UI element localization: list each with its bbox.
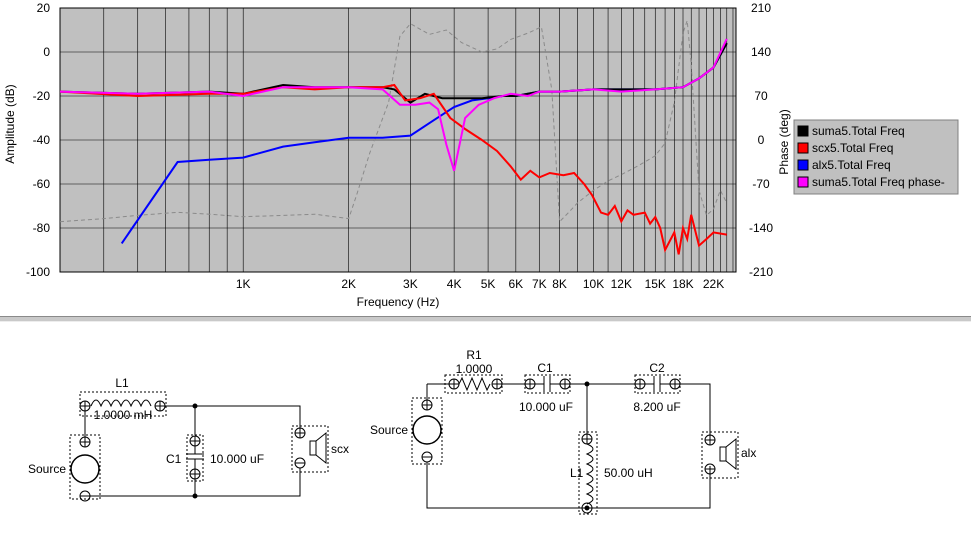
- y2-tick-label: -210: [749, 265, 773, 279]
- inductor-l1-name: L1: [115, 376, 129, 390]
- x-tick-label: 4K: [447, 277, 462, 291]
- capacitor-c2-name: C2: [649, 361, 665, 375]
- legend-swatch-scx5: [797, 142, 809, 154]
- legend-label-alx5: alx5.Total Freq: [812, 158, 891, 172]
- x-tick-label: 18K: [672, 277, 693, 291]
- legend-swatch-suma5: [797, 125, 809, 137]
- series-line-suma5-total-freq-phase-: [59, 38, 728, 172]
- wire: [426, 462, 711, 509]
- legend-swatch-suma5-phase: [797, 176, 809, 188]
- capacitor-c1-right-value: 10.000 uF: [519, 400, 573, 414]
- legend-label-suma5: suma5.Total Freq: [812, 124, 905, 138]
- resistor-r1-name: R1: [466, 348, 482, 362]
- capacitor-c1-left-name: C1: [166, 452, 182, 466]
- data-series: [59, 20, 728, 255]
- inductor-l1[interactable]: [79, 391, 167, 417]
- y2-tick-label: -70: [752, 177, 770, 191]
- y2-tick-label: 210: [751, 1, 771, 15]
- inductor-l1-right-value: 50.00 uH: [604, 466, 653, 480]
- inductor-l1-right[interactable]: [578, 431, 598, 515]
- capacitor-c1-right-name: C1: [537, 361, 553, 375]
- capacitor-c2[interactable]: [634, 374, 681, 394]
- inductor-l1-value: 1.0000 mH: [94, 408, 153, 422]
- capacitor-c1-left-value: 10.000 uF: [210, 452, 264, 466]
- source-left-label: Source: [28, 462, 66, 476]
- y2-tick-label: 140: [751, 45, 771, 59]
- speaker-alx-label: alx: [741, 446, 756, 460]
- y-tick-label: -20: [33, 89, 51, 103]
- junction-dot: [192, 403, 198, 409]
- wire: [675, 383, 711, 435]
- resistor-r1-value: 1.0000: [456, 362, 493, 376]
- x-axis-label: Frequency (Hz): [357, 295, 440, 309]
- legend-label-suma5-phase: suma5.Total Freq phase-: [812, 175, 945, 189]
- axis-ticks: 20 0 -20 -40 -60 -80 -100 210 140 70 0 -70 -140 -210 1…: [26, 1, 773, 291]
- y2-tick-label: -140: [749, 221, 773, 235]
- wire: [160, 405, 301, 428]
- legend-box: [793, 119, 959, 195]
- y-tick-label: 0: [43, 45, 50, 59]
- series-line-phase: [59, 20, 728, 223]
- speaker-scx-label: scx: [331, 442, 349, 456]
- capacitor-c1-left[interactable]: [186, 434, 204, 482]
- legend-label-scx5: scx5.Total Freq: [812, 141, 893, 155]
- x-tick-label: 6K: [508, 277, 523, 291]
- schematic-panel[interactable]: L1 1.0000 mH Source C1 10.000 uF scx: [0, 322, 971, 552]
- series-line-scx5-total-freq: [59, 83, 727, 255]
- source-right-label: Source: [370, 423, 408, 437]
- capacitor-c2-value: 8.200 uF: [633, 400, 680, 414]
- y-tick-label: -80: [33, 221, 51, 235]
- y-axis-label: Amplitude (dB): [3, 84, 17, 163]
- y2-tick-label: 0: [758, 133, 765, 147]
- x-tick-label: 10K: [583, 277, 604, 291]
- junction-dot: [192, 493, 198, 499]
- frequency-response-chart[interactable]: 20 0 -20 -40 -60 -80 -100 210 140 70 0 -70 -140 -210 1…: [0, 0, 971, 316]
- y-tick-label: -60: [33, 177, 51, 191]
- wire: [85, 468, 301, 497]
- x-tick-label: 8K: [552, 277, 567, 291]
- speaker-scx[interactable]: [291, 425, 329, 473]
- x-tick-label: 3K: [403, 277, 418, 291]
- y-tick-label: 20: [37, 1, 51, 15]
- junction-dot: [584, 381, 590, 387]
- inductor-l1-right-name: L1: [570, 466, 584, 480]
- resistor-r1[interactable]: [444, 374, 503, 394]
- x-tick-label: 22K: [703, 277, 724, 291]
- y2-axis-label: Phase (deg): [777, 109, 791, 174]
- y2-tick-label: 70: [754, 89, 768, 103]
- schematic-canvas[interactable]: L1 1.0000 mH Source C1 10.000 uF scx: [0, 322, 971, 552]
- circuit-scx: [69, 391, 329, 502]
- y-tick-label: -40: [33, 133, 51, 147]
- source-left[interactable]: [69, 434, 101, 502]
- frequency-response-panel: 20 0 -20 -40 -60 -80 -100 210 140 70 0 -70 -140 -210 1…: [0, 0, 971, 316]
- circuit-alx: [411, 374, 739, 515]
- x-tick-label: 15K: [645, 277, 666, 291]
- x-tick-label: 1K: [236, 277, 251, 291]
- x-tick-label: 7K: [532, 277, 547, 291]
- panel-splitter[interactable]: [0, 316, 971, 322]
- legend[interactable]: suma5.Total Freq scx5.Total Freq alx5.To…: [793, 119, 959, 195]
- x-tick-label: 12K: [611, 277, 632, 291]
- y-tick-label: -100: [26, 265, 50, 279]
- grid-lines: [59, 8, 736, 272]
- x-tick-label: 5K: [481, 277, 496, 291]
- x-tick-label: 2K: [341, 277, 356, 291]
- speaker-alx[interactable]: [701, 431, 739, 479]
- capacitor-c1-right[interactable]: [524, 374, 571, 394]
- source-right[interactable]: [411, 397, 443, 465]
- legend-swatch-alx5: [797, 159, 809, 171]
